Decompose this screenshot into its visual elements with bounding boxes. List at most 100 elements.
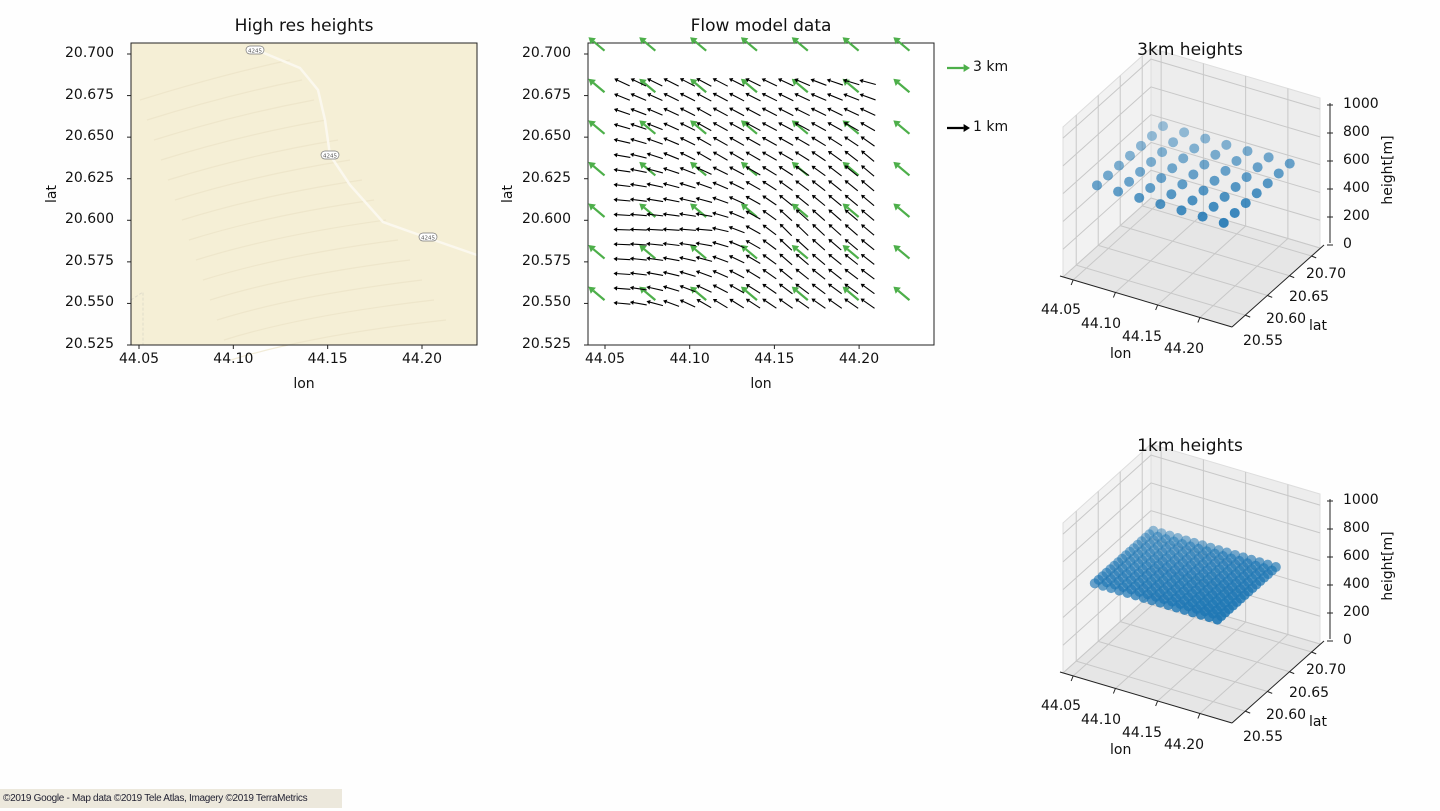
arrow-1km	[712, 240, 729, 248]
scatter3d-3km-point	[1113, 186, 1124, 197]
arrow-1km-head	[844, 224, 850, 229]
arrow-1km-head	[812, 209, 817, 214]
arrow-1km	[728, 255, 745, 264]
arrow-1km-shaft	[830, 80, 844, 86]
arrow-3km-head	[740, 78, 749, 86]
arrow-3km-shaft	[592, 248, 606, 260]
arrow-1km-shaft	[797, 152, 810, 161]
arrow-1km-head	[728, 255, 734, 260]
arrow-1km-shaft	[846, 285, 859, 295]
arrow-1km-head	[646, 212, 651, 217]
arrow-1km	[629, 182, 647, 188]
arrow-1km	[795, 223, 809, 237]
arrow-1km-head	[826, 78, 832, 83]
arrow-1km	[827, 122, 843, 132]
arrow-1km-head	[795, 194, 800, 199]
arrow-1km-shaft	[797, 300, 810, 309]
scatter3d-1km-ztick-label: 1000	[1343, 492, 1379, 508]
arrow-1km-shaft	[732, 271, 745, 279]
arrow-1km	[795, 253, 809, 266]
arrow-1km-head	[828, 224, 833, 229]
arrow-1km-head	[613, 122, 618, 128]
arrow-3km-shaft	[745, 40, 758, 52]
arrow-1km-shaft	[617, 94, 631, 101]
arrow-3km-shaft	[694, 123, 707, 135]
arrow-1km	[860, 136, 875, 147]
arrow-1km	[613, 300, 631, 306]
arrow-1km	[795, 209, 809, 222]
arrow-1km	[745, 298, 761, 309]
arrow-1km-shaft	[765, 226, 777, 236]
scatter3d-3km-point	[1197, 211, 1208, 222]
arrow-1km-shaft	[830, 109, 843, 116]
arrow-1km	[630, 122, 647, 130]
arrow-1km-shaft	[731, 197, 745, 205]
arrow-3km	[893, 161, 911, 177]
arrow-1km-shaft	[649, 243, 664, 246]
arrow-1km-head	[630, 152, 635, 158]
arrow-1km-head	[861, 194, 866, 199]
map-attribution: ©2019 Google - Map data ©2019 Tele Atlas…	[0, 789, 342, 808]
arrow-1km	[629, 212, 647, 217]
arrow-3km-head	[893, 161, 901, 170]
arrow-1km-shaft	[813, 80, 827, 86]
arrow-3km	[588, 37, 606, 52]
arrow-1km-shaft	[666, 228, 680, 231]
scatter3d-1km-lontick-mark	[1112, 688, 1116, 694]
scatter3d-3km-point	[1157, 121, 1168, 132]
arrow-1km-shaft	[633, 199, 647, 202]
arrow-1km-shaft	[649, 272, 664, 277]
scatter3d-1km-lat-label: lat	[1309, 714, 1327, 730]
arrow-1km-head	[663, 299, 668, 304]
arrow-1km-head	[795, 223, 801, 229]
scatter3d-1km-axis-lon	[1059, 671, 1233, 724]
arrow-1km-head	[696, 299, 701, 304]
arrow-3km-head	[893, 203, 901, 211]
arrow-1km-shaft	[699, 198, 713, 203]
arrow-1km-shaft	[830, 167, 842, 177]
arrow-1km	[695, 181, 712, 189]
arrow-1km	[646, 299, 664, 307]
arrow-1km-head	[729, 92, 734, 97]
quiver-xtick-label: 44.15	[754, 351, 795, 367]
arrow-1km-head	[712, 255, 717, 260]
arrow-1km-shaft	[650, 94, 663, 102]
arrow-1km-shaft	[797, 167, 810, 176]
arrow-3km	[639, 245, 657, 260]
arrow-3km-head	[842, 161, 851, 170]
arrow-1km-shaft	[682, 79, 696, 87]
arrow-1km-shaft	[748, 153, 761, 161]
arrow-1km	[779, 268, 793, 280]
arrow-1km-head	[745, 166, 750, 171]
arrow-3km	[639, 286, 657, 301]
arrow-3km-shaft	[795, 123, 809, 135]
arrow-1km	[629, 197, 647, 202]
arrow-1km-head	[696, 107, 701, 112]
arrow-1km	[827, 107, 843, 116]
arrow-1km-head	[712, 196, 717, 201]
arrow-1km	[647, 78, 663, 87]
scatter3d-1km-lattick-label: 20.55	[1243, 729, 1284, 745]
arrow-1km-shaft	[830, 94, 843, 101]
arrow-1km	[861, 209, 875, 221]
arrow-1km-shaft	[863, 167, 875, 177]
scatter3d-1km-point	[1163, 600, 1174, 611]
arrow-1km	[629, 227, 647, 232]
scatter3d-3km-lontick-mark	[1197, 317, 1201, 323]
arrow-1km-head	[629, 241, 634, 247]
arrow-1km	[826, 78, 844, 86]
arrow-3km-shaft	[897, 123, 911, 135]
arrow-1km	[778, 283, 793, 295]
arrow-1km	[762, 269, 777, 280]
arrow-3km-head	[740, 120, 749, 128]
scatter3d-3km-axes3d	[1059, 46, 1333, 328]
scatter3d-3km-point	[1219, 191, 1230, 202]
arrow-1km-head	[795, 180, 800, 185]
arrow-1km-head	[779, 209, 784, 214]
road-shield	[320, 150, 340, 160]
arrow-1km	[695, 270, 712, 278]
arrow-1km-shaft	[732, 300, 745, 309]
arrow-1km-shaft	[814, 196, 826, 207]
arrow-3km	[791, 286, 809, 301]
arrow-1km-head	[795, 298, 800, 303]
